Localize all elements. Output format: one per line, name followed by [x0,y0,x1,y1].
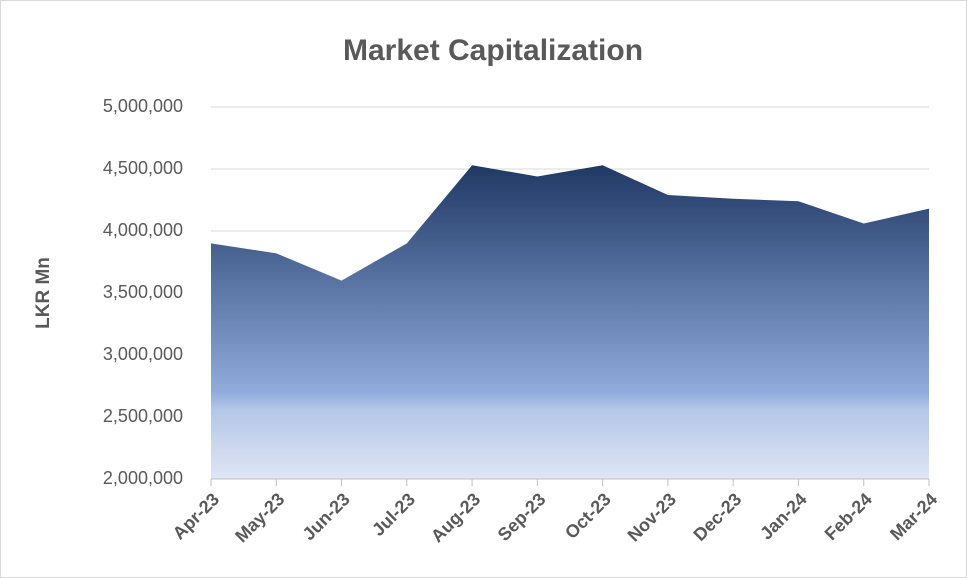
y-tick-label: 2,500,000 [103,406,183,426]
chart-title: Market Capitalization [343,34,643,67]
y-tick-label: 4,500,000 [103,158,183,178]
area [211,165,929,479]
y-tick-label: 3,000,000 [103,344,183,364]
y-tick-label: 2,000,000 [103,468,183,488]
y-axis-label: LKR Mn [33,257,54,329]
y-tick-label: 5,000,000 [103,96,183,116]
y-tick-label: 4,000,000 [103,220,183,240]
y-tick-label: 3,500,000 [103,282,183,302]
